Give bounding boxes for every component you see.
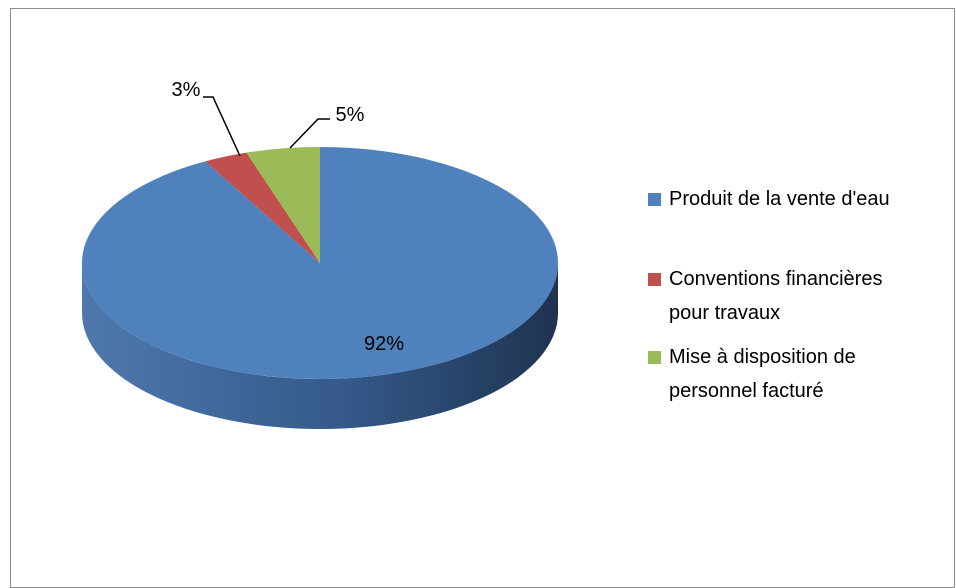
legend-label-conventions-line1: Conventions financières: [669, 268, 883, 290]
data-label-1: 3%: [172, 79, 201, 101]
pie-sides: [82, 263, 558, 429]
pie-slice-2: [246, 147, 320, 263]
legend-label-vente-eau: Produit de la vente d'eau: [669, 188, 890, 210]
data-label-0: 92%: [364, 333, 404, 355]
legend-label-conventions-line2: pour travaux: [669, 302, 781, 324]
legend-label-mise-line1: Mise à disposition de: [669, 346, 856, 368]
pie-slices: [81, 147, 559, 379]
leader-line-1: [203, 96, 241, 157]
legend-label-mise-line2: personnel facturé: [669, 380, 824, 402]
leader-line-2: [289, 118, 330, 149]
pie-side-0: [82, 263, 558, 429]
data-labels: 92% 3% 5%: [172, 79, 405, 355]
legend-swatch-conventions: [648, 273, 661, 286]
leader-lines: [203, 96, 330, 157]
legend-swatch-vente-eau: [648, 193, 661, 206]
pie-slice-1: [205, 152, 320, 263]
data-label-2: 5%: [336, 104, 365, 126]
legend-swatch-mise-a-disposition: [648, 351, 661, 364]
